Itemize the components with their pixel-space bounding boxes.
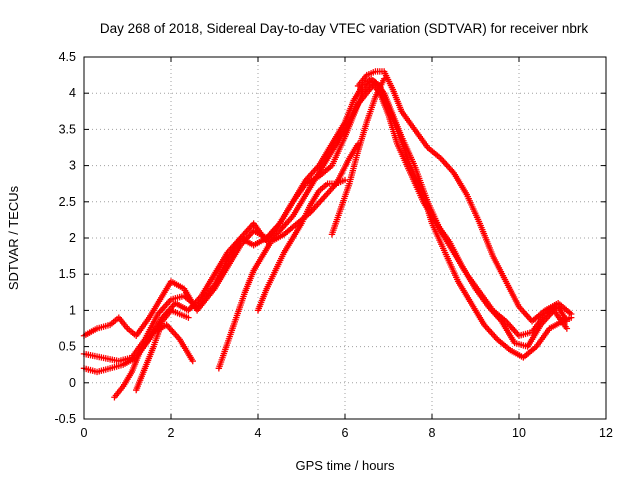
data-points	[80, 68, 575, 401]
x-tick-label: 4	[255, 426, 262, 440]
y-tick-labels: -0.5 0 0.5 1 1.5 2 2.5 3 3.5 4 4.5	[54, 50, 76, 426]
y-tick-label: 1.5	[59, 267, 76, 281]
series-track-4	[354, 68, 575, 325]
y-tick-label: 3.5	[59, 122, 76, 136]
y-tick-label: 1	[69, 303, 76, 317]
y-tick-label: 4	[69, 86, 76, 100]
y-tick-label: 0	[69, 376, 76, 390]
y-axis-label: SDTVAR / TECUs	[6, 185, 21, 290]
series-track-8	[254, 176, 349, 314]
x-tick-label: 8	[429, 426, 436, 440]
x-axis-label: GPS time / hours	[296, 458, 395, 473]
y-tick-label: 4.5	[59, 50, 76, 64]
data-point	[189, 357, 196, 365]
data-point	[185, 314, 192, 321]
x-tick-label: 6	[342, 426, 349, 440]
x-tick-label: 2	[168, 426, 175, 440]
y-tick-label: 0.5	[59, 340, 76, 354]
y-tick-label: 2.5	[59, 195, 76, 209]
x-tick-label: 12	[599, 426, 613, 440]
y-tick-label: -0.5	[54, 412, 76, 426]
y-tick-label: 3	[69, 159, 76, 173]
axis-ticks	[83, 56, 607, 420]
series-track-5	[111, 321, 196, 401]
chart-title: Day 268 of 2018, Sidereal Day-to-day VTE…	[100, 21, 588, 36]
x-tick-label: 0	[81, 426, 88, 440]
y-tick-label: 2	[69, 231, 76, 245]
data-point	[341, 176, 349, 184]
x-tick-label: 10	[512, 426, 526, 440]
data-point	[380, 75, 388, 82]
series-track-2	[80, 79, 571, 365]
series-track-7	[133, 307, 192, 394]
data-point	[563, 325, 571, 332]
series-track-9	[328, 75, 388, 238]
x-tick-labels: 0 2 4 6 8 10 12	[81, 426, 613, 440]
series-track-6	[215, 140, 362, 372]
grid-lines	[84, 57, 606, 419]
data-point	[568, 310, 575, 318]
